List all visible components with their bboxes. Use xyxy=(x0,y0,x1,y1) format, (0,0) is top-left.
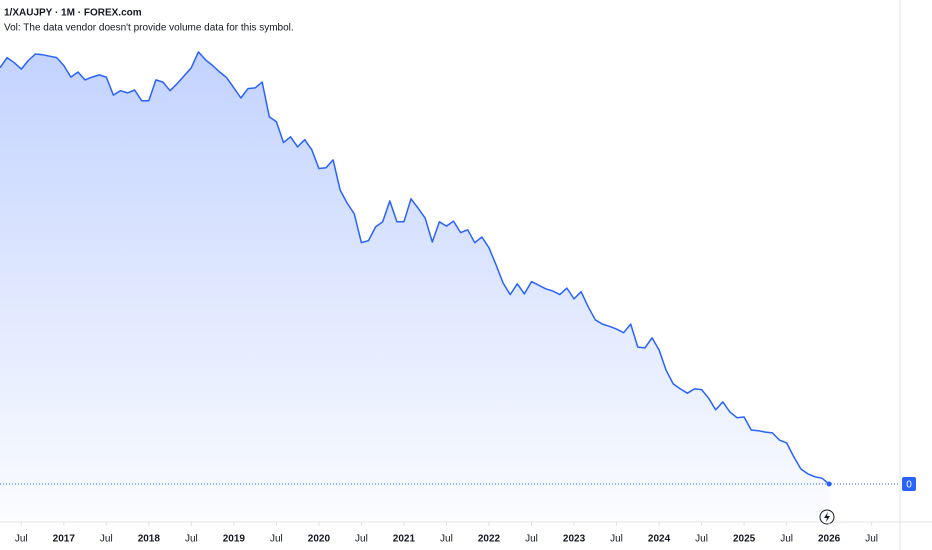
x-tick-label: 2023 xyxy=(563,534,586,545)
x-tick-label: 2026 xyxy=(818,534,841,545)
x-tick-label: 2022 xyxy=(478,534,501,545)
x-tick-label: Jul xyxy=(695,534,708,545)
x-tick-label: Jul xyxy=(440,534,453,545)
x-tick-label: 2018 xyxy=(138,534,161,545)
x-tick-label: Jul xyxy=(865,534,878,545)
x-tick-label: Jul xyxy=(355,534,368,545)
x-tick-label: 2021 xyxy=(393,534,416,545)
chart-subtitle: Vol: The data vendor doesn't provide vol… xyxy=(4,23,294,34)
x-tick-label: 2017 xyxy=(53,534,76,545)
x-tick-label: Jul xyxy=(15,534,28,545)
x-tick-label: Jul xyxy=(610,534,623,545)
price-line xyxy=(0,51,830,485)
price-label-box xyxy=(902,476,916,491)
chart-title: 1/XAUJPY · 1M · FOREX.com xyxy=(4,8,142,19)
x-tick-label: 2020 xyxy=(308,534,331,545)
x-tick-label: Jul xyxy=(780,534,793,545)
price-label: 0 xyxy=(906,480,912,491)
x-tick-label: Jul xyxy=(525,534,538,545)
last-point xyxy=(826,481,832,487)
x-tick-label: Jul xyxy=(270,534,283,545)
x-tick-label: Jul xyxy=(185,534,198,545)
area-fill xyxy=(0,51,830,521)
x-tick-label: 2025 xyxy=(733,534,756,545)
x-tick-label: Jul xyxy=(100,534,113,545)
x-tick-label: 2024 xyxy=(648,534,671,545)
x-tick-label: 2019 xyxy=(223,534,246,545)
